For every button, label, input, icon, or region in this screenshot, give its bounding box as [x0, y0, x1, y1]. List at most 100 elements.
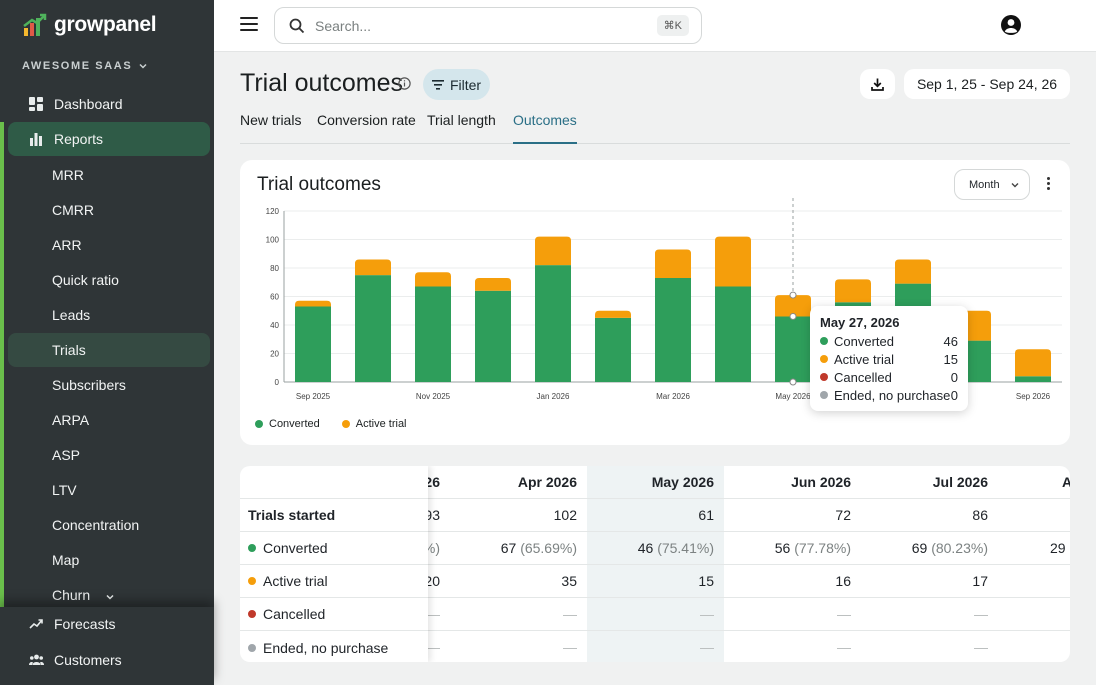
bar-segment [655, 277, 691, 382]
sidebar-item-label: Trials [52, 342, 86, 358]
chevron-down-icon [139, 63, 147, 69]
row-label: Converted [240, 532, 428, 565]
row-label-text: Cancelled [263, 606, 326, 622]
sidebar-item-arpa[interactable]: ARPA [8, 403, 210, 437]
y-tick-label: 20 [270, 350, 279, 359]
sidebar-item-map[interactable]: Map [8, 543, 210, 577]
tab-new-trials[interactable]: New trials [240, 112, 302, 128]
column-header[interactable]: 26 [424, 474, 440, 490]
legend-item-converted[interactable]: Converted [255, 418, 320, 430]
table-cell: 56 (77.78%) [731, 532, 851, 565]
search-box[interactable]: ⌘K [274, 7, 702, 44]
row-label-text: Converted [263, 540, 328, 556]
tooltip-label: Active trial [834, 351, 894, 367]
search-shortcut-badge: ⌘K [656, 15, 689, 36]
sidebar-item-label: CMRR [52, 202, 94, 218]
table-cell: — [751, 631, 851, 662]
sidebar-item-cmrr[interactable]: CMRR [8, 193, 210, 227]
legend-label: Converted [269, 418, 320, 430]
bar-segment [415, 286, 451, 382]
brand-name: growpanel [54, 13, 157, 36]
bar-segment [535, 265, 571, 382]
bar-segment [715, 286, 751, 382]
y-tick-label: 60 [270, 293, 279, 302]
hover-point [789, 312, 797, 320]
table-cell: 72 [835, 507, 851, 523]
sidebar-item-asp[interactable]: ASP [8, 438, 210, 472]
filter-icon [431, 79, 444, 90]
sidebar-item-label: ARPA [52, 412, 90, 428]
sidebar-item-forecasts[interactable]: Forecasts [8, 607, 210, 641]
sidebar-item-label: Forecasts [54, 616, 116, 632]
legend-item-active-trial[interactable]: Active trial [341, 418, 407, 430]
bar-segment [355, 275, 391, 382]
sidebar-item-ltv[interactable]: LTV [8, 473, 210, 507]
more-options-icon[interactable] [1043, 177, 1053, 193]
y-tick-label: 40 [270, 321, 279, 330]
workspace-name: AWESOME SAAS [22, 60, 133, 72]
tooltip-label: Converted [834, 333, 894, 349]
empty-value: — [837, 639, 851, 655]
sidebar-item-dashboard[interactable]: Dashboard [8, 87, 210, 121]
table-cell: 102 [553, 507, 577, 523]
row-label-text: Active trial [263, 573, 328, 589]
tab-conversion-rate[interactable]: Conversion rate [317, 112, 416, 128]
converted-pct: (75.41%) [657, 540, 714, 556]
sidebar-item-quick-ratio[interactable]: Quick ratio [8, 263, 210, 297]
info-icon[interactable] [398, 77, 411, 90]
sidebar-item-label: Subscribers [52, 377, 126, 393]
tab-outcomes[interactable]: Outcomes [513, 112, 577, 144]
download-button[interactable] [860, 69, 895, 99]
sidebar-item-arr[interactable]: ARR [8, 228, 210, 262]
sidebar-item-label: Dashboard [54, 96, 123, 112]
table-cell: — [614, 631, 714, 662]
sidebar-item-churn[interactable]: Churn [8, 578, 210, 612]
sidebar-item-label: Concentration [52, 517, 140, 533]
column-header[interactable]: Apr 2026 [517, 474, 577, 490]
sidebar-item-trials[interactable]: Trials [8, 333, 210, 367]
x-tick-label: Jan 2026 [537, 392, 570, 401]
tooltip-row: Cancelled 0 [820, 368, 958, 386]
row-label: Trials started [240, 499, 428, 532]
interval-select[interactable]: Month [954, 169, 1030, 200]
bar-segment [1015, 376, 1051, 382]
sidebar-bottom: Forecasts Customers [0, 607, 214, 685]
table-cell: — [477, 631, 577, 662]
table-cell: — [888, 631, 988, 662]
sidebar-item-leads[interactable]: Leads [8, 298, 210, 332]
search-input[interactable] [315, 17, 657, 34]
chevron-down-icon [106, 594, 114, 600]
row-label-text: Ended, no purchase [263, 639, 389, 656]
chevron-down-icon [1011, 183, 1019, 188]
tab-trial-length[interactable]: Trial length [427, 112, 496, 128]
tooltip-value: 0 [950, 387, 958, 403]
bar-segment [595, 310, 631, 318]
top-bar: ⌘K [214, 0, 1096, 52]
workspace-selector[interactable]: AWESOME SAAS [22, 60, 148, 72]
table-cell: 61 [698, 507, 714, 523]
date-range-picker[interactable]: Sep 1, 25 - Sep 24, 26 [904, 69, 1070, 99]
legend-swatch [255, 420, 263, 428]
column-header[interactable]: Jun 2026 [791, 474, 851, 490]
empty-value: — [700, 639, 714, 655]
user-avatar-icon[interactable] [1000, 14, 1022, 36]
sidebar-item-concentration[interactable]: Concentration [8, 508, 210, 542]
bar-segment [535, 236, 571, 266]
sidebar-item-customers[interactable]: Customers [8, 643, 210, 677]
brand-logo[interactable]: growpanel [22, 12, 157, 38]
table-cell: 69 (80.23%) [868, 532, 988, 565]
y-tick-label: 100 [266, 236, 280, 245]
table-cell: — [390, 598, 440, 631]
sidebar-item-mrr[interactable]: MRR [8, 158, 210, 192]
sidebar-item-subscribers[interactable]: Subscribers [8, 368, 210, 402]
column-header[interactable]: Jul 2026 [932, 474, 988, 490]
sidebar-item-reports[interactable]: Reports [8, 122, 210, 156]
table-cell: 15 [698, 573, 714, 589]
converted-pct: (77.78%) [794, 540, 851, 556]
filter-button[interactable]: Filter [423, 69, 490, 100]
menu-icon[interactable] [240, 17, 258, 33]
column-header[interactable]: A [1062, 474, 1070, 490]
status-dot [248, 643, 256, 652]
hover-point [789, 378, 797, 386]
column-header[interactable]: May 2026 [651, 474, 714, 490]
